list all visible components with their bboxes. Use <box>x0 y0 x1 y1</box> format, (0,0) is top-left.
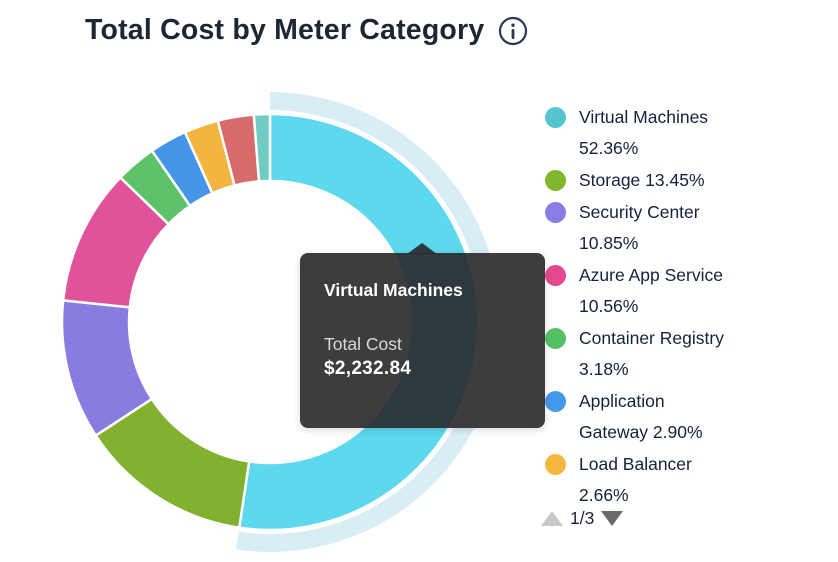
legend-label: Security Center 10.85% <box>579 202 700 253</box>
tooltip-series-name: Virtual Machines <box>324 280 463 300</box>
legend-item-container-registry[interactable]: Container Registry 3.18% <box>545 323 813 385</box>
legend-label: Azure App Service 10.56% <box>579 265 723 316</box>
donut-slice-8[interactable] <box>252 112 272 183</box>
legend-color-dot <box>545 328 566 349</box>
legend-page-down-icon[interactable] <box>601 511 624 526</box>
chart-header: Total Cost by Meter Category <box>85 14 528 47</box>
legend-item-load-balancer[interactable]: Load Balancer 2.66% <box>545 449 813 508</box>
legend-color-dot <box>545 265 566 286</box>
legend-label: Virtual Machines 52.36% <box>579 107 709 158</box>
legend-item-storage[interactable]: Storage 13.45% <box>545 165 813 196</box>
chart-legend: Virtual Machines 52.36% Storage 13.45% Secu… <box>545 102 813 508</box>
legend-item-application-gateway[interactable]: Application Gateway 2.90% <box>545 386 813 448</box>
legend-label: Container Registry 3.18% <box>579 328 724 379</box>
legend-color-dot <box>545 170 566 191</box>
legend-label: Storage 13.45% <box>579 170 705 190</box>
legend-item-azure-app-service[interactable]: Azure App Service 10.56% <box>545 260 813 322</box>
legend-label: Application Gateway 2.90% <box>579 391 703 442</box>
legend-color-dot <box>545 202 566 223</box>
legend-color-dot <box>545 454 566 475</box>
legend-label: Load Balancer 2.66% <box>579 454 692 505</box>
tooltip-metric-label: Total Cost <box>324 334 402 354</box>
chart-tooltip: Virtual Machines Total Cost $2,232.84 <box>300 243 545 428</box>
legend-page-indicator: 1/3 <box>570 508 595 528</box>
info-icon[interactable] <box>498 16 528 46</box>
legend-pagination: 1/3 <box>541 508 624 529</box>
legend-page-up-icon[interactable] <box>541 511 563 526</box>
legend-item-security-center[interactable]: Security Center 10.85% <box>545 197 813 259</box>
page-title: Total Cost by Meter Category <box>85 14 485 46</box>
legend-color-dot <box>545 107 566 128</box>
legend-color-dot <box>545 391 566 412</box>
legend-item-virtual-machines[interactable]: Virtual Machines 52.36% <box>545 102 813 164</box>
tooltip-metric-value: $2,232.84 <box>324 358 412 379</box>
tooltip-arrow-icon <box>407 243 437 254</box>
